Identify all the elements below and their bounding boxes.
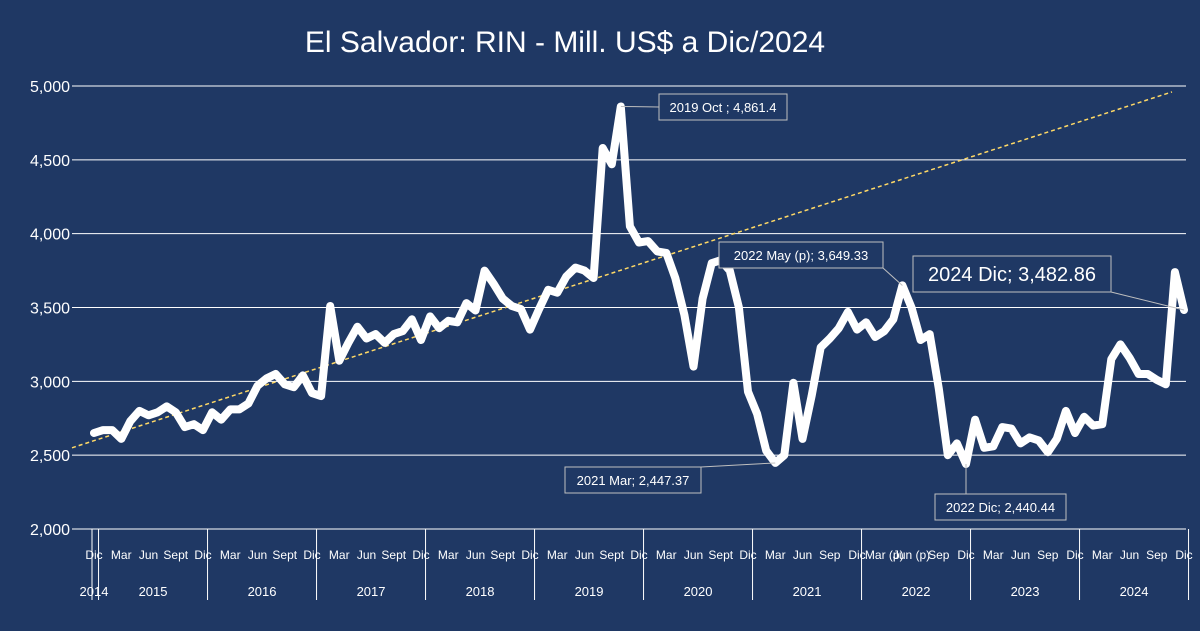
y-tick-label: 4,500 [30, 153, 70, 170]
series [90, 102, 1188, 468]
data-label-leader [620, 105, 660, 108]
x-year-label: 2015 [139, 584, 168, 599]
x-tick-label: Sep [1037, 548, 1059, 562]
data-label-leader [1110, 291, 1185, 311]
x-tick-label: Mar [1092, 548, 1113, 562]
x-year-label: 2017 [357, 584, 386, 599]
y-tick-label: 2,500 [30, 448, 70, 465]
x-tick-label: Mar [111, 548, 132, 562]
x-tick-label: Mar [656, 548, 677, 562]
x-tick-label: Mar [438, 548, 459, 562]
x-tick-label: Jun [575, 548, 594, 562]
x-tick-label: Dic [521, 548, 538, 562]
x-tick-label: Jun [793, 548, 812, 562]
x-tick-label: Mar [547, 548, 568, 562]
y-tick-label: 5,000 [30, 79, 70, 96]
y-tick-label: 2,000 [30, 522, 70, 539]
data-label: 2021 Mar; 2,447.37 [564, 462, 776, 494]
x-year-label: 2016 [248, 584, 277, 599]
x-tick-label: Dic [303, 548, 320, 562]
x-tick-label: Dic [957, 548, 974, 562]
data-label: 2022 May (p); 3,649.33 [718, 241, 903, 286]
data-label: 2024 Dic; 3,482.86 [912, 255, 1185, 311]
x-year-label: 2023 [1011, 584, 1040, 599]
data-label-leader [882, 267, 903, 286]
data-label-leader [700, 462, 776, 468]
data-label-box [658, 93, 788, 121]
data-label-box [934, 493, 1067, 521]
x-tick-label: Dic [739, 548, 756, 562]
x-year-label: 2014 [80, 584, 109, 599]
x-year-label: 2021 [793, 584, 822, 599]
x-tick-label: Jun [248, 548, 267, 562]
data-label-text: 2021 Mar; 2,447.37 [577, 473, 690, 488]
x-year-label: 2020 [684, 584, 713, 599]
x-tick-label: Sep [819, 548, 841, 562]
x-tick-label: Jun [684, 548, 703, 562]
x-tick-label: Sept [599, 548, 624, 562]
y-axis: 2,000 2,500 3,000 3,500 4,000 4,500 5,000 [30, 79, 70, 539]
x-axis: Dic 2014 Mar Jun Sept Dic 2015 Mar Jun Sept Dic 201… [80, 529, 1193, 600]
x-tick-label: Jun [1120, 548, 1139, 562]
data-label-text: 2022 May (p); 3,649.33 [734, 248, 868, 263]
annotations: 2019 Oct ; 4,861.4 2021 Mar; 2,447.37 2022… [564, 93, 1185, 521]
x-tick-label: Mar [765, 548, 786, 562]
x-year-label: 2022 [902, 584, 931, 599]
data-label-box [564, 466, 702, 494]
x-tick-label: Dic [1066, 548, 1083, 562]
x-tick-label: Sept [708, 548, 733, 562]
data-label-box [718, 241, 884, 269]
data-label-text: 2022 Dic; 2,440.44 [946, 500, 1055, 515]
x-tick-label: Sep [1146, 548, 1168, 562]
x-tick-label: Jun [357, 548, 376, 562]
x-tick-label: Mar (p) [865, 548, 904, 562]
x-tick-label: Sept [381, 548, 406, 562]
x-tick-label: Mar [983, 548, 1004, 562]
x-tick-label: Sept [163, 548, 188, 562]
x-tick-label: Sept [272, 548, 297, 562]
y-tick-label: 4,000 [30, 227, 70, 244]
data-label-box [912, 255, 1112, 293]
x-tick-label: Jun [1011, 548, 1030, 562]
x-tick-label: Dic [848, 548, 865, 562]
x-year-label: 2019 [575, 584, 604, 599]
data-label-text: 2019 Oct ; 4,861.4 [670, 100, 777, 115]
x-tick-label: Jun (p) [893, 548, 930, 562]
x-tick-label: Jun [466, 548, 485, 562]
x-tick-label: Sept [490, 548, 515, 562]
x-year-label: 2024 [1120, 584, 1149, 599]
x-tick-label: Dic [412, 548, 429, 562]
data-label-text: 2024 Dic; 3,482.86 [928, 264, 1096, 286]
chart-title: El Salvador: RIN - Mill. US$ a Dic/2024 [305, 26, 825, 59]
y-tick-label: 3,000 [30, 374, 70, 391]
series-line [90, 102, 1188, 468]
data-label: 2022 Dic; 2,440.44 [934, 463, 1067, 521]
x-tick-label: Jun [139, 548, 158, 562]
y-tick-label: 3,500 [30, 301, 70, 318]
x-year-label: 2018 [466, 584, 495, 599]
x-tick-label: Dic [1175, 548, 1192, 562]
x-tick-label: Sep [928, 548, 950, 562]
x-tick-label: Mar [329, 548, 350, 562]
data-label: 2019 Oct ; 4,861.4 [620, 93, 788, 121]
x-tick-label: Dic [630, 548, 647, 562]
x-tick-label: Dic [194, 548, 211, 562]
x-tick-label: Mar [220, 548, 241, 562]
x-tick-label: Dic [85, 548, 102, 562]
grid [72, 85, 1186, 530]
